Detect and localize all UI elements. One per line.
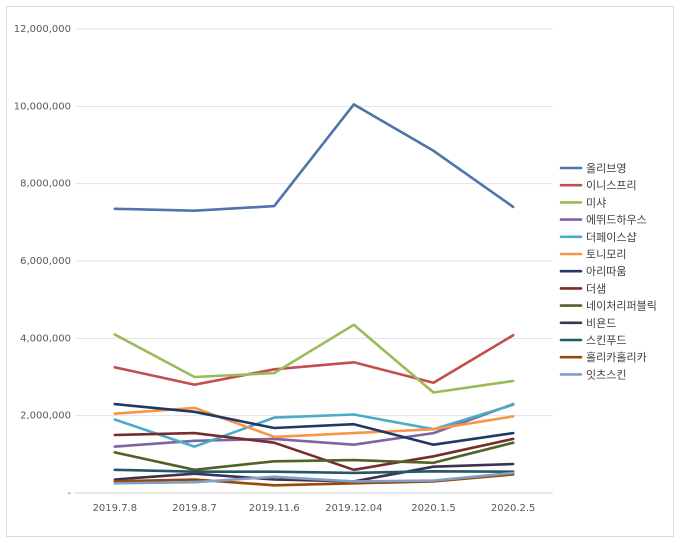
legend-label: 더페이스샵: [586, 231, 637, 244]
line-chart: - 2,000,000 4,000,000 6,000,000 8,000,000 10,…: [14, 24, 657, 514]
series-line: [113, 441, 515, 472]
x-tick-label: 2019.8.7: [172, 503, 217, 514]
series-line: [113, 462, 515, 483]
legend: 올리브영이니스프리미샤에뛰드하우스더페이스샵토니모리아리따움더샘네이처리퍼블릭비…: [559, 162, 657, 381]
legend-label: 이니스프리: [586, 179, 637, 192]
legend-label: 홀리카홀리카: [586, 351, 647, 364]
legend-label: 네이처리퍼블릭: [586, 300, 657, 313]
x-tick-label: 2020.1.5: [411, 503, 456, 514]
axes: - 2,000,000 4,000,000 6,000,000 8,000,000 10,…: [14, 24, 553, 514]
legend-label: 에뛰드하우스: [586, 213, 647, 227]
x-tick-label: 2019.11.6: [249, 503, 300, 514]
legend-label: 비욘드: [586, 317, 616, 330]
y-tick-label: 8,000,000: [20, 179, 71, 190]
series-line: [113, 333, 515, 387]
legend-label: 토니모리: [586, 248, 626, 261]
series-line: [113, 471, 515, 485]
y-tick-label: 6,000,000: [20, 256, 71, 267]
legend-label: 미샤: [586, 196, 606, 209]
series-line: [113, 403, 515, 448]
x-tick-label: 2019.7.8: [93, 503, 138, 514]
series-line: [113, 431, 515, 472]
series-line: [113, 402, 515, 447]
legend-label: 잇츠스킨: [586, 368, 626, 381]
gridlines: [75, 28, 553, 417]
series-line: [113, 103, 515, 212]
legend-label: 스킨푸드: [586, 334, 626, 347]
series-lines: [113, 103, 515, 487]
y-tick-label: 12,000,000: [14, 24, 71, 35]
y-tick-label: 10,000,000: [14, 101, 71, 112]
legend-label: 올리브영: [586, 162, 626, 175]
series-line: [113, 468, 515, 475]
y-tick-label: 2,000,000: [20, 411, 71, 422]
y-tick-label: 4,000,000: [20, 333, 71, 344]
x-tick-label: 2019.12.04: [325, 503, 382, 514]
y-tick-label: -: [67, 488, 71, 499]
series-line: [113, 406, 515, 439]
legend-label: 아리따움: [586, 265, 626, 278]
chart-container: - 2,000,000 4,000,000 6,000,000 8,000,000 10,…: [6, 6, 674, 537]
series-line: [113, 323, 515, 394]
x-tick-label: 2020.2.5: [491, 503, 536, 514]
legend-label: 더샘: [586, 282, 606, 295]
